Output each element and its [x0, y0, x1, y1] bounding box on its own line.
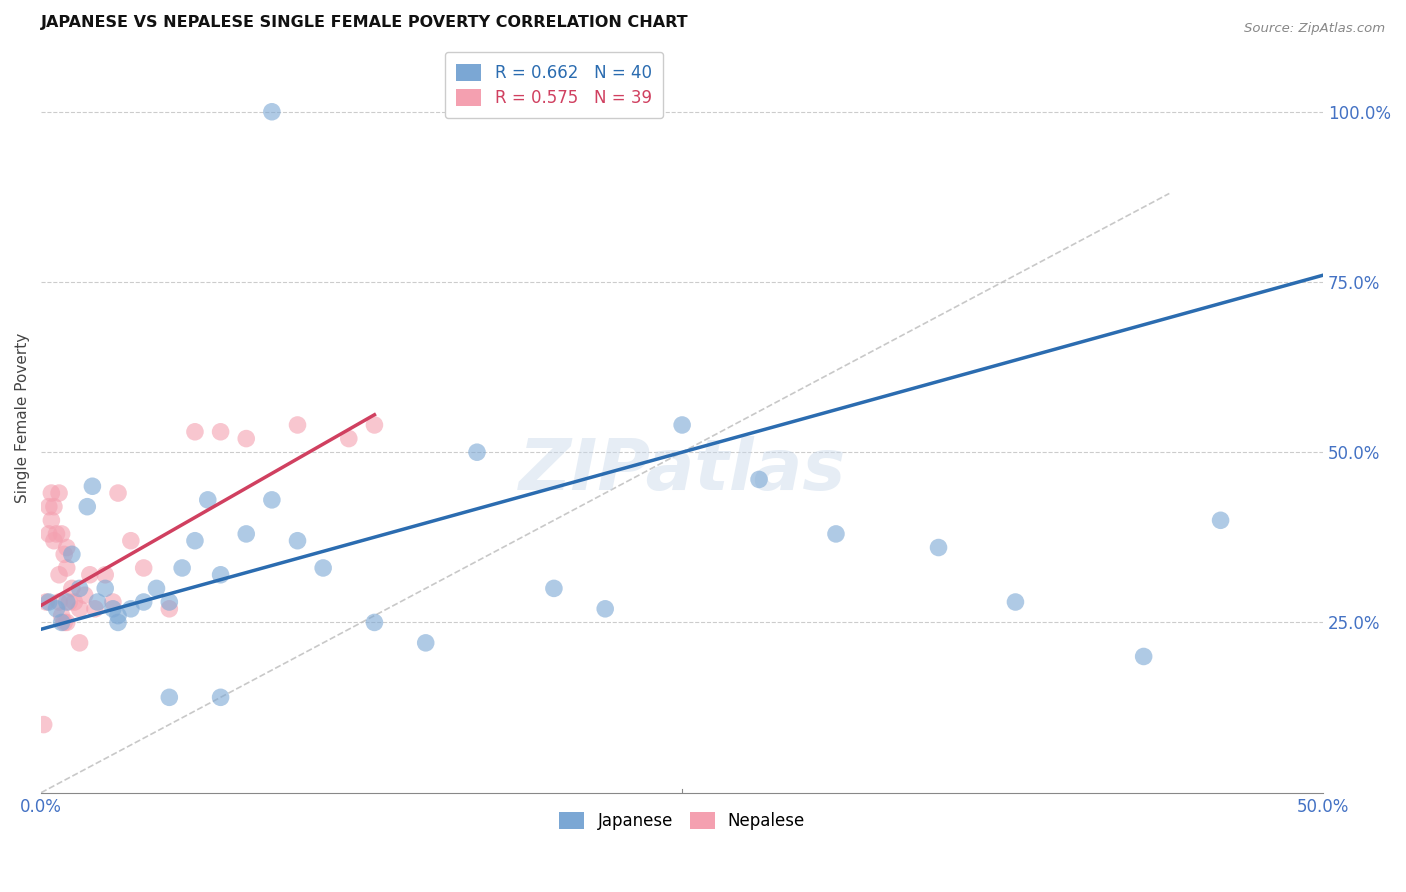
Point — [120, 602, 142, 616]
Point — [209, 567, 232, 582]
Point — [235, 432, 257, 446]
Point — [51, 615, 73, 630]
Point — [172, 561, 194, 575]
Point — [38, 527, 60, 541]
Point — [55, 615, 77, 630]
Point — [45, 602, 67, 616]
Point — [184, 533, 207, 548]
Point — [53, 615, 76, 630]
Point — [60, 547, 83, 561]
Point — [465, 445, 488, 459]
Point — [825, 527, 848, 541]
Point — [48, 567, 70, 582]
Point — [107, 615, 129, 630]
Point — [35, 595, 58, 609]
Point — [543, 582, 565, 596]
Text: JAPANESE VS NEPALESE SINGLE FEMALE POVERTY CORRELATION CHART: JAPANESE VS NEPALESE SINGLE FEMALE POVER… — [41, 15, 689, 30]
Point — [132, 595, 155, 609]
Point — [42, 500, 65, 514]
Point — [73, 588, 96, 602]
Point — [69, 602, 91, 616]
Point — [197, 492, 219, 507]
Point — [48, 595, 70, 609]
Point — [184, 425, 207, 439]
Point — [55, 595, 77, 609]
Point — [38, 500, 60, 514]
Point — [38, 595, 60, 609]
Point — [287, 533, 309, 548]
Point — [45, 527, 67, 541]
Point — [132, 561, 155, 575]
Point — [32, 717, 55, 731]
Point — [53, 547, 76, 561]
Point — [41, 513, 63, 527]
Point — [58, 595, 80, 609]
Point — [928, 541, 950, 555]
Legend: Japanese, Nepalese: Japanese, Nepalese — [553, 805, 811, 837]
Point — [69, 636, 91, 650]
Point — [363, 615, 385, 630]
Point — [145, 582, 167, 596]
Text: Source: ZipAtlas.com: Source: ZipAtlas.com — [1244, 22, 1385, 36]
Point — [94, 567, 117, 582]
Point — [69, 582, 91, 596]
Point — [235, 527, 257, 541]
Point — [82, 479, 104, 493]
Point — [76, 500, 98, 514]
Point — [1004, 595, 1026, 609]
Point — [593, 602, 616, 616]
Point — [260, 104, 283, 119]
Point — [671, 417, 693, 432]
Point — [260, 492, 283, 507]
Point — [51, 608, 73, 623]
Point — [107, 608, 129, 623]
Point — [287, 417, 309, 432]
Point — [84, 602, 107, 616]
Point — [157, 602, 180, 616]
Point — [337, 432, 360, 446]
Point — [94, 582, 117, 596]
Point — [41, 486, 63, 500]
Point — [363, 417, 385, 432]
Point — [209, 425, 232, 439]
Point — [48, 486, 70, 500]
Point — [1209, 513, 1232, 527]
Text: ZIPatlas: ZIPatlas — [519, 436, 846, 505]
Point — [63, 595, 86, 609]
Point — [209, 690, 232, 705]
Point — [1132, 649, 1154, 664]
Point — [55, 541, 77, 555]
Point — [101, 602, 124, 616]
Point — [312, 561, 335, 575]
Point — [101, 595, 124, 609]
Point — [415, 636, 437, 650]
Point — [60, 582, 83, 596]
Point — [79, 567, 101, 582]
Point — [157, 690, 180, 705]
Point — [748, 472, 770, 486]
Point — [157, 595, 180, 609]
Point — [51, 527, 73, 541]
Point — [86, 595, 108, 609]
Y-axis label: Single Female Poverty: Single Female Poverty — [15, 333, 30, 503]
Point — [55, 561, 77, 575]
Point — [107, 486, 129, 500]
Point — [42, 533, 65, 548]
Point — [120, 533, 142, 548]
